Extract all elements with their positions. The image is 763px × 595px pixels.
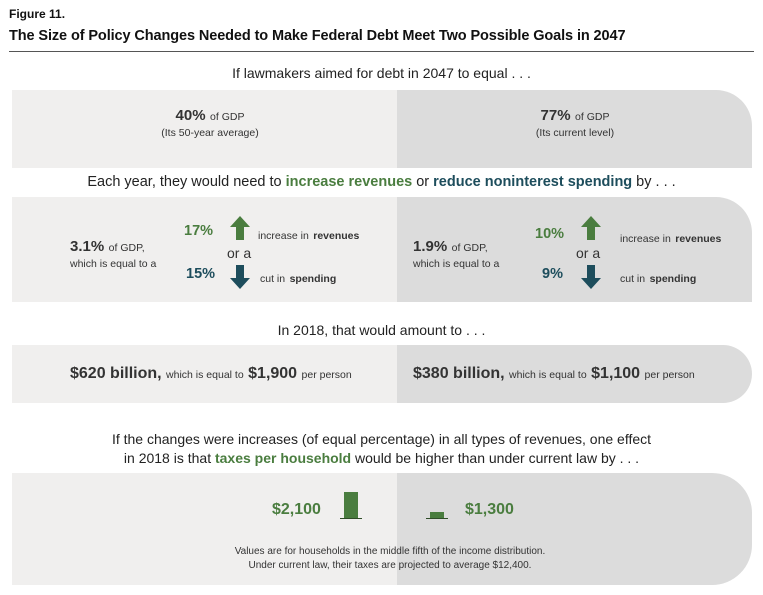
tax-right-value: $1,300 [465, 501, 514, 518]
amount-panel-right [397, 345, 752, 403]
amount-left-per: $1,900 [248, 365, 298, 382]
goal-header: If lawmakers aimed for debt in 2047 to e… [232, 65, 531, 81]
change-panel-right [397, 197, 752, 302]
change-left-spend-pre: cut in [260, 273, 286, 285]
tax-header-line2-pre: in 2018 is that [123, 450, 215, 466]
change-header-spending: reduce noninterest spending [433, 174, 633, 190]
tax-bar-left [344, 492, 358, 518]
tax-left-value: $2,100 [272, 501, 321, 518]
tax-header-line2-post: would be higher than under current law b… [351, 450, 640, 466]
goal-77: 77% of GDP (Its current level) [495, 107, 655, 139]
change-left-gdp-unit: of GDP, [108, 242, 145, 254]
goal-77-unit: of GDP [575, 111, 610, 123]
tax-baseline-right [426, 518, 448, 519]
change-right-equal: which is equal to a [413, 258, 500, 270]
amount-left-equal: which is equal to [166, 369, 244, 381]
goal-40-note: (Its 50-year average) [161, 127, 259, 139]
change-right-rev-word: revenues [675, 233, 722, 245]
amount-right-equal: which is equal to [509, 369, 587, 381]
change-right-spend-pre: cut in [620, 273, 646, 285]
amount-header: In 2018, that would amount to . . . [277, 322, 486, 338]
tax-header-line1: If the changes were increases (of equal … [111, 431, 652, 447]
figure-label: Figure 11. [9, 7, 66, 21]
change-right-gdp-unit: of GDP, [451, 242, 488, 254]
change-right-spend-word: spending [649, 273, 697, 285]
amount-right-total: $380 billion, [413, 365, 505, 382]
tax-panel-right [397, 473, 752, 585]
amount-right-per-text: per person [644, 369, 695, 381]
footnote-line1: Values are for households in the middle … [234, 546, 546, 557]
change-left-or: or a [227, 245, 252, 261]
tax-header: If the changes were increases (of equal … [0, 430, 763, 468]
goal-40-unit: of GDP [210, 111, 245, 123]
change-header-post: by . . . [632, 174, 676, 190]
goal-77-note: (Its current level) [535, 127, 615, 139]
change-left-rev-pre: increase in [258, 230, 309, 242]
change-header-revenues: increase revenues [285, 174, 413, 190]
change-left-equal: which is equal to a [70, 258, 157, 270]
tax-bar-right [430, 512, 444, 518]
amount-panel-left [12, 345, 398, 403]
arrow-up-icon [581, 216, 601, 240]
tax-panel-left [12, 473, 398, 585]
goal-panel-right [397, 90, 752, 168]
amount-left: $620 billion, which is equal to $1,900 p… [70, 365, 352, 383]
change-header-pre: Each year, they would need to [87, 174, 286, 190]
change-right-spend-label: cut in spending [620, 269, 696, 287]
change-right-gdp: 1.9% of GDP, which is equal to a [413, 238, 499, 270]
change-left-rev-label: increase in revenues [258, 226, 359, 244]
goal-77-pct: 77% [540, 107, 571, 124]
goal-panel-left [12, 90, 398, 168]
change-right-or: or a [576, 245, 601, 261]
change-right-rev-pct: 10% [535, 226, 565, 242]
change-right-gdp-pct: 1.9% [413, 238, 448, 255]
amount-left-per-text: per person [301, 369, 352, 381]
goal-40: 40% of GDP (Its 50-year average) [130, 107, 290, 139]
tax-header-emph: taxes per household [214, 450, 352, 466]
amount-left-total: $620 billion, [70, 365, 162, 382]
tax-baseline-left [340, 518, 362, 519]
change-panel-left [12, 197, 398, 302]
figure-title: The Size of Policy Changes Needed to Mak… [9, 28, 626, 44]
footnote-line2: Under current law, their taxes are proje… [248, 560, 532, 571]
change-header: Each year, they would need to increase r… [0, 174, 763, 190]
arrow-up-icon [230, 216, 250, 240]
change-left-spend-pct: 15% [186, 266, 216, 282]
change-left-gdp-pct: 3.1% [70, 238, 105, 255]
change-header-mid: or [412, 174, 434, 190]
change-left-gdp: 3.1% of GDP, which is equal to a [70, 238, 156, 270]
amount-right: $380 billion, which is equal to $1,100 p… [413, 365, 695, 383]
arrow-down-icon [230, 265, 250, 289]
change-right-rev-pre: increase in [620, 233, 671, 245]
change-left-rev-pct: 17% [184, 223, 214, 239]
goal-40-pct: 40% [175, 107, 206, 124]
change-left-rev-word: revenues [313, 230, 360, 242]
change-right-spend-pct: 9% [542, 266, 563, 282]
change-right-rev-label: increase in revenues [620, 229, 721, 247]
tax-header-line2: in 2018 is that taxes per household woul… [0, 449, 763, 468]
change-left-spend-word: spending [289, 273, 337, 285]
arrow-down-icon [581, 265, 601, 289]
amount-right-per: $1,100 [591, 365, 641, 382]
change-left-spend-label: cut in spending [260, 269, 336, 287]
title-rule [9, 51, 754, 52]
footnote: Values are for households in the middle … [0, 545, 763, 573]
